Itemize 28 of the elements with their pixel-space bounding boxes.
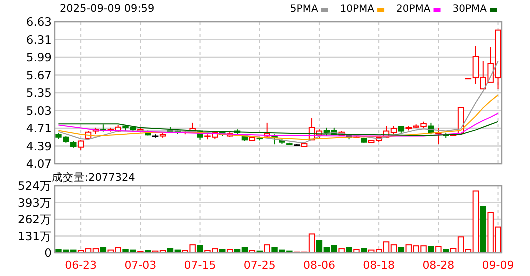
legend-label: 10PMA	[340, 4, 375, 15]
x-tick-label: 07-25	[244, 259, 276, 272]
y-tick-label: 524万	[18, 179, 52, 193]
chart-title: 2025-09-09 09:59	[60, 3, 155, 15]
x-tick-label: 09-09	[482, 259, 514, 272]
y-tick-label: 5.67	[26, 68, 52, 82]
x-tick-label: 07-03	[124, 259, 157, 272]
y-tick-label: 131万	[18, 229, 52, 244]
y-tick-label: 6.31	[26, 32, 52, 47]
y-tick-label: 5.03	[26, 104, 52, 118]
y-tick-label: 5.99	[26, 50, 52, 64]
y-tick-label: 262万	[18, 212, 52, 226]
legend-label: 30PMA	[452, 4, 488, 15]
chart-title: 成交量:2077324	[52, 171, 136, 184]
x-tick-label: 08-18	[363, 259, 396, 272]
y-tick-label: 4.71	[26, 122, 52, 136]
y-tick-label: 0	[44, 246, 52, 260]
y-tick-label: 393万	[18, 196, 52, 210]
legend-label: 20PMA	[396, 4, 431, 15]
legend-label: 5PMA	[290, 4, 318, 15]
x-tick-label: 07-15	[184, 259, 216, 272]
y-tick-label: 5.35	[26, 86, 52, 100]
x-tick-label: 08-28	[422, 259, 455, 272]
y-tick-label: 4.39	[26, 139, 52, 154]
x-tick-label: 08-06	[303, 259, 336, 272]
y-tick-label: 6.63	[26, 15, 52, 29]
x-tick-label: 06-23	[65, 259, 98, 272]
y-tick-label: 4.07	[26, 157, 52, 171]
